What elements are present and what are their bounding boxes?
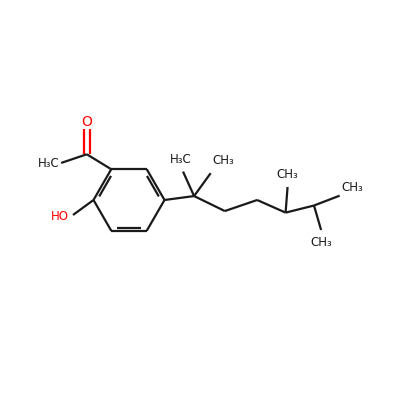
Text: HO: HO — [51, 210, 69, 224]
Text: O: O — [81, 115, 92, 129]
Text: CH₃: CH₃ — [310, 236, 332, 249]
Text: CH₃: CH₃ — [277, 168, 298, 181]
Text: CH₃: CH₃ — [213, 154, 234, 167]
Text: CH₃: CH₃ — [342, 181, 363, 194]
Text: H₃C: H₃C — [38, 157, 59, 170]
Text: H₃C: H₃C — [170, 153, 192, 166]
